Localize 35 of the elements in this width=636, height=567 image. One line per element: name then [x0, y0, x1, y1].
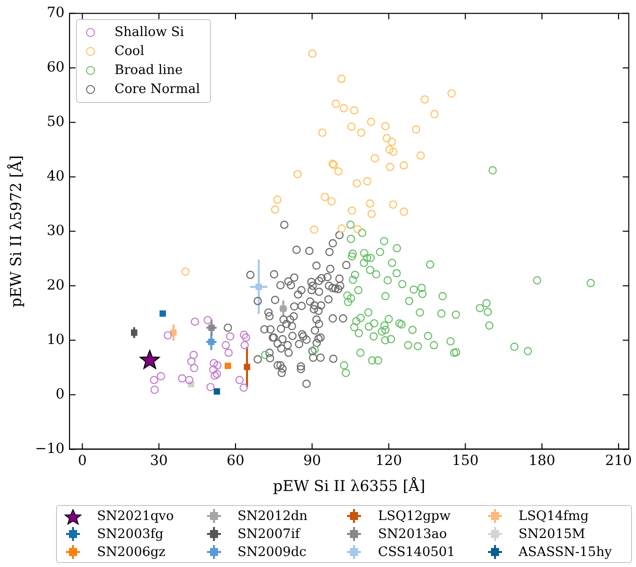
x-tick-label: 120 — [375, 453, 402, 470]
legend-label: SN2006gz — [97, 544, 166, 560]
y-tick-label: 10 — [46, 332, 65, 348]
y-tick-label: 60 — [46, 60, 65, 76]
legend-label: SN2013ao — [378, 526, 447, 542]
legend-label: SN2015M — [518, 526, 586, 542]
y-tick-label: 40 — [46, 168, 65, 184]
legend-label: SN2009dc — [238, 544, 306, 560]
y-tick-label: 20 — [46, 277, 65, 294]
x-tick-label: 150 — [452, 453, 479, 470]
legend-label: CSS140501 — [378, 544, 456, 560]
legend-label: Core Normal — [114, 82, 200, 98]
legend-label: Cool — [114, 44, 144, 60]
y-tick-label: 70 — [46, 5, 65, 22]
x-tick-label: 180 — [528, 453, 556, 470]
x-tick-label: 90 — [303, 453, 322, 470]
y-tick-label: 30 — [46, 222, 65, 239]
legend-label: SN2007if — [238, 526, 300, 542]
legend-label: Broad line — [114, 63, 183, 78]
x-tick-label: 210 — [605, 453, 632, 470]
x-axis-title: pEW Si II λ6355 [Å] — [273, 476, 426, 495]
legend-label: Shallow Si — [114, 25, 184, 40]
y-tick-label: 50 — [46, 114, 65, 130]
legend-label: SN2012dn — [238, 508, 308, 524]
legend-label: ASASSN-15hy — [518, 544, 612, 560]
x-tick-label: 0 — [78, 453, 87, 470]
legend-label: SN2021qvo — [97, 508, 174, 524]
x-tick-label: 60 — [226, 453, 244, 470]
y-tick-label: −10 — [35, 440, 65, 457]
x-tick-label: 30 — [150, 453, 168, 470]
legend-label: SN2003fg — [97, 526, 164, 542]
legend-label: LSQ12gpw — [378, 508, 451, 524]
y-axis-title: pEW Si II λ5972 [Å] — [6, 155, 25, 308]
y-tick-label: 0 — [56, 386, 65, 402]
legend-label: LSQ14fmg — [518, 508, 589, 524]
